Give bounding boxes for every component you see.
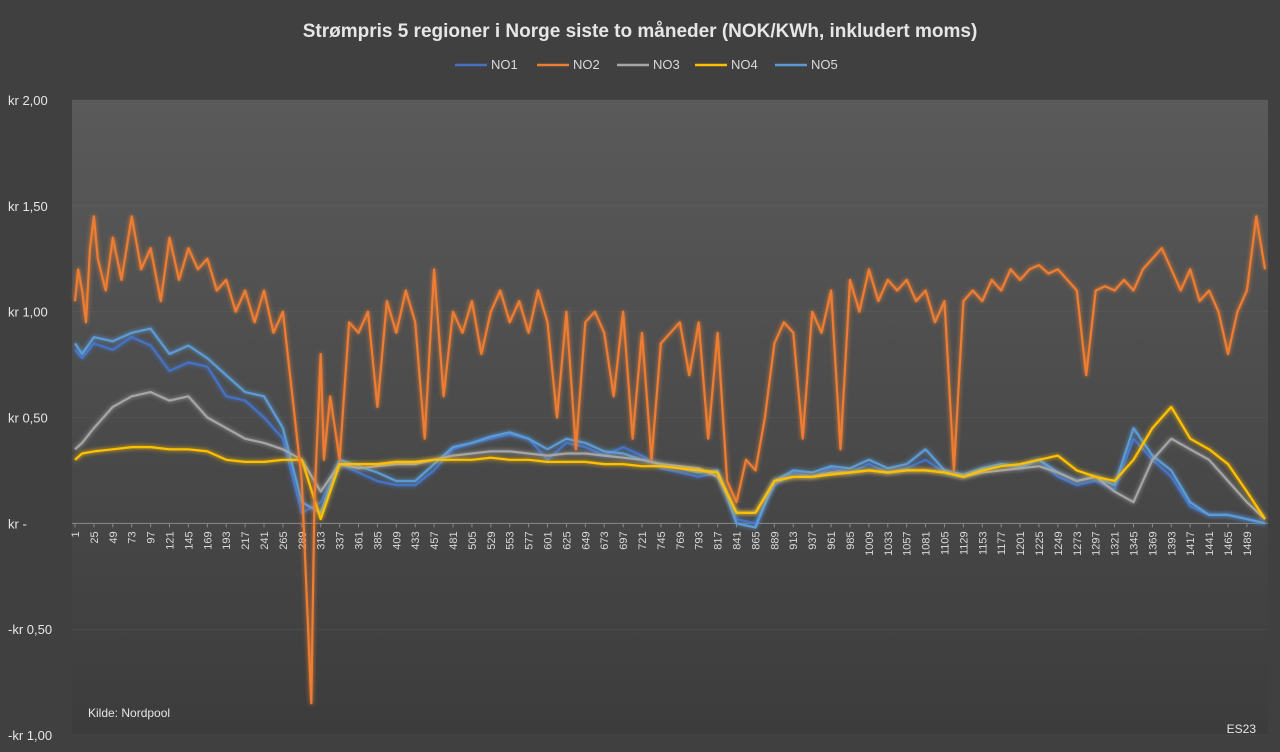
x-tick-label: 1105 xyxy=(939,531,951,555)
x-tick-label: 193 xyxy=(221,531,233,549)
x-tick-label: 1297 xyxy=(1091,531,1103,555)
x-tick-label: 505 xyxy=(467,531,479,549)
x-tick-label: 1249 xyxy=(1053,531,1065,555)
x-tick-label: 625 xyxy=(561,531,573,549)
x-tick-label: 745 xyxy=(656,531,668,549)
x-tick-label: 385 xyxy=(372,531,384,549)
x-tick-label: 361 xyxy=(354,531,366,549)
x-tick-label: 433 xyxy=(410,531,422,549)
x-tick-label: 241 xyxy=(259,531,271,549)
x-tick-label: 793 xyxy=(694,531,706,549)
x-tick-label: 1225 xyxy=(1034,531,1046,555)
x-tick-label: 1417 xyxy=(1185,531,1197,555)
x-tick-label: 121 xyxy=(165,531,177,549)
x-tick-label: 721 xyxy=(637,531,649,549)
x-tick-label: 697 xyxy=(618,531,630,549)
x-tick-label: 1057 xyxy=(902,531,914,555)
x-tick-label: 1033 xyxy=(883,531,895,555)
x-axis: 1 25 49 73 97 121 145 169 193 217 241 265 289 313 337 3… xyxy=(70,522,1268,556)
x-tick-label: 1345 xyxy=(1128,531,1140,555)
x-tick-label: 457 xyxy=(429,531,441,549)
y-tick-label: kr - xyxy=(8,516,27,531)
series-line-no3 xyxy=(74,391,1266,520)
legend-label-no5: NO5 xyxy=(811,57,838,72)
y-tick-label: kr 0,50 xyxy=(8,411,48,426)
plot-area xyxy=(72,100,1268,735)
x-tick-label: 841 xyxy=(732,531,744,549)
x-tick-label: 913 xyxy=(788,531,800,549)
x-tick-label: 25 xyxy=(89,531,101,543)
x-tick-label: 769 xyxy=(675,531,687,549)
x-tick-label: 1441 xyxy=(1204,531,1216,555)
x-tick-label: 289 xyxy=(297,531,309,549)
x-tick-label: 1153 xyxy=(977,531,989,555)
x-tick-label: 865 xyxy=(750,531,762,549)
x-tick-label: 49 xyxy=(108,531,120,543)
series-line-no4 xyxy=(74,405,1266,521)
y-tick-label: -kr 1,00 xyxy=(8,728,52,743)
x-tick-label: 1009 xyxy=(864,531,876,555)
series-group xyxy=(73,215,1267,705)
x-tick-label: 145 xyxy=(183,531,195,549)
x-tick-label: 889 xyxy=(769,531,781,549)
legend: NO1 NO2 NO3 NO4 NO5 xyxy=(455,57,838,72)
x-tick-label: 481 xyxy=(448,531,460,549)
x-tick-label: 409 xyxy=(391,531,403,549)
x-tick-label: 1 xyxy=(70,531,82,537)
series-line-no2 xyxy=(73,215,1267,705)
x-tick-label: 601 xyxy=(543,531,555,549)
x-tick-label: 217 xyxy=(240,531,252,549)
legend-label-no1: NO1 xyxy=(491,57,518,72)
x-tick-label: 649 xyxy=(580,531,592,549)
x-tick-label: 985 xyxy=(845,531,857,549)
x-tick-label: 265 xyxy=(278,531,290,549)
y-tick-label: -kr 0,50 xyxy=(8,622,52,637)
x-tick-label: 1081 xyxy=(921,531,933,555)
x-tick-label: 169 xyxy=(202,531,214,549)
x-tick-label: 1129 xyxy=(958,531,970,555)
legend-label-no3: NO3 xyxy=(653,57,680,72)
x-tick-label: 1177 xyxy=(996,531,1008,555)
x-tick-label: 673 xyxy=(599,531,611,549)
series-line-no1 xyxy=(74,336,1266,525)
x-tick-label: 961 xyxy=(826,531,838,549)
x-tick-label: 577 xyxy=(524,531,536,549)
x-tick-label: 529 xyxy=(486,531,498,549)
x-tick-label: 1393 xyxy=(1166,531,1178,555)
x-tick-label: 1489 xyxy=(1242,531,1254,555)
y-tick-label: kr 1,50 xyxy=(8,199,48,214)
x-tick-label: 1465 xyxy=(1223,531,1235,555)
x-tick-label: 1273 xyxy=(1072,531,1084,555)
x-tick-label: 337 xyxy=(335,531,347,549)
x-tick-label: 1321 xyxy=(1110,531,1122,555)
x-tick-label: 1369 xyxy=(1147,531,1159,555)
x-tick-label: 553 xyxy=(505,531,517,549)
source-note: Kilde: Nordpool xyxy=(88,706,170,720)
legend-label-no4: NO4 xyxy=(731,57,758,72)
x-tick-label: 313 xyxy=(316,531,328,549)
x-tick-label: 97 xyxy=(146,531,158,543)
y-tick-label: kr 2,00 xyxy=(8,93,48,108)
legend-label-no2: NO2 xyxy=(573,57,600,72)
x-tick-label: 937 xyxy=(807,531,819,549)
credit-note: ES23 xyxy=(1227,722,1257,736)
x-tick-label: 817 xyxy=(713,531,725,549)
x-tick-label: 1201 xyxy=(1015,531,1027,555)
y-tick-label: kr 1,00 xyxy=(8,305,48,320)
chart-title: Strømpris 5 regioner i Norge siste to må… xyxy=(303,21,978,42)
x-tick-label: 73 xyxy=(127,531,139,543)
